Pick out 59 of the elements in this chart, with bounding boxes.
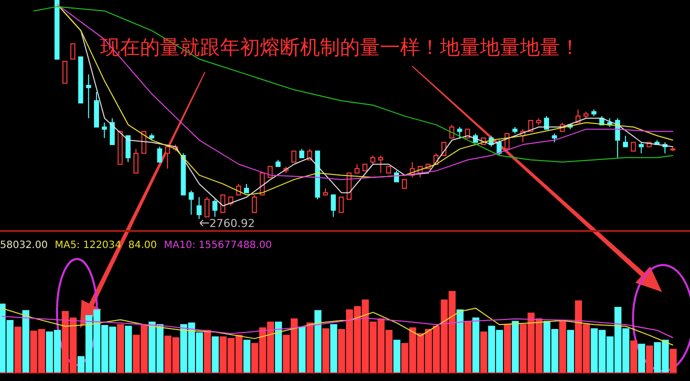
candlestick bbox=[157, 146, 162, 163]
candlestick bbox=[394, 170, 400, 182]
candlestick bbox=[338, 196, 344, 213]
annotation: 2760.92 bbox=[209, 217, 255, 230]
bar bbox=[456, 309, 464, 373]
text: MA10: 155677488.00 bbox=[164, 240, 272, 251]
bar bbox=[243, 340, 250, 373]
candlestick bbox=[165, 144, 170, 170]
bar bbox=[638, 344, 646, 373]
candlestick bbox=[622, 135, 628, 148]
candlestick bbox=[638, 142, 644, 154]
bar bbox=[512, 320, 519, 373]
bar bbox=[480, 332, 488, 373]
candlestick bbox=[449, 124, 454, 138]
candlestick bbox=[504, 133, 510, 150]
candlestick bbox=[252, 194, 257, 213]
bar bbox=[559, 320, 566, 373]
candlestick bbox=[196, 196, 202, 219]
bar bbox=[124, 326, 132, 373]
candlestick bbox=[86, 74, 92, 119]
bar bbox=[314, 310, 322, 373]
bar bbox=[504, 324, 511, 373]
candlestick bbox=[204, 196, 210, 218]
bar bbox=[670, 348, 677, 373]
bar bbox=[393, 340, 400, 373]
candlestick bbox=[188, 190, 194, 216]
candlestick bbox=[291, 150, 296, 163]
candlestick bbox=[457, 126, 462, 138]
bar bbox=[464, 320, 472, 373]
candlestick bbox=[212, 198, 218, 218]
candlestick bbox=[70, 43, 76, 60]
candlestick bbox=[133, 148, 138, 174]
bar bbox=[14, 326, 22, 373]
candlestick bbox=[102, 122, 107, 138]
bar bbox=[298, 326, 306, 373]
candlestick bbox=[110, 118, 115, 146]
bar bbox=[212, 336, 219, 373]
text: 84.00 bbox=[128, 240, 157, 251]
candlestick bbox=[62, 60, 68, 84]
bar bbox=[630, 340, 638, 373]
bar bbox=[330, 324, 338, 373]
candlestick bbox=[378, 154, 384, 174]
candlestick bbox=[441, 142, 446, 156]
candlestick bbox=[330, 194, 336, 218]
bar bbox=[322, 328, 330, 373]
bar bbox=[117, 324, 124, 373]
bar bbox=[204, 330, 211, 373]
candlestick bbox=[260, 172, 265, 196]
candlestick bbox=[126, 135, 131, 163]
bar bbox=[567, 330, 574, 373]
text: 58032.00 bbox=[0, 240, 48, 251]
candlestick bbox=[496, 140, 502, 156]
bar bbox=[274, 322, 282, 373]
bar bbox=[22, 310, 30, 373]
candlestick bbox=[220, 194, 226, 213]
bar bbox=[646, 345, 654, 373]
bar bbox=[472, 318, 480, 373]
bar bbox=[306, 322, 314, 373]
candlestick bbox=[141, 130, 146, 154]
